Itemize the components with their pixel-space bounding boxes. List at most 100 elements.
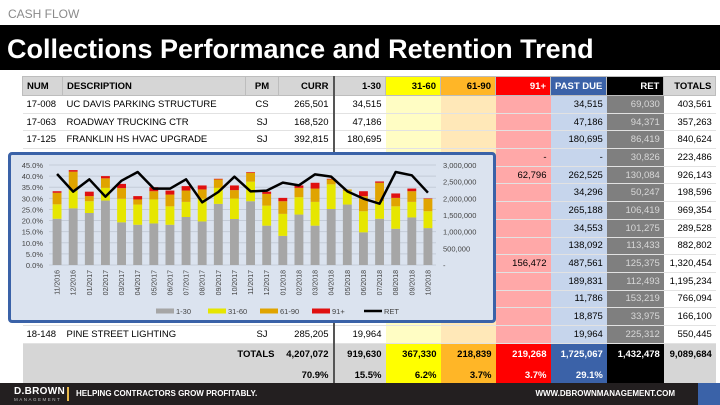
right-axis-tick: -: [443, 261, 446, 270]
table-cell: 47,186: [550, 113, 607, 132]
column-header[interactable]: 31-60: [385, 76, 441, 96]
table-cell: CS: [245, 95, 279, 114]
right-axis-tick: 1,500,000: [443, 211, 476, 220]
total-cell: 218,839: [440, 343, 496, 366]
legend-swatch-61-90: [260, 308, 278, 314]
column-header[interactable]: CURR: [278, 76, 334, 96]
percent-cell: 29.1%: [550, 365, 607, 386]
x-axis-tick: 10/2017: [232, 270, 239, 295]
accent-block: [698, 383, 720, 405]
column-header[interactable]: NUM: [22, 76, 63, 96]
table-row[interactable]: 17-125 FRANKLIN HS HVAC UPGRADE SJ 392,815 1…: [22, 130, 716, 150]
table-cell: 138,092: [550, 237, 607, 256]
x-axis-tick: 02/2017: [103, 270, 110, 295]
bar-segment-31-60: [52, 204, 62, 219]
table-row[interactable]: 17-063 ROADWAY TRUCKING CTR SJ 168,520 47,18…: [22, 113, 716, 132]
bar-segment-61-90: [375, 182, 384, 202]
x-axis-tick: 04/2017: [135, 270, 142, 295]
bar-segment-31-60: [117, 198, 126, 223]
bar-segment-1-30: [68, 208, 78, 265]
bar-segment-31-60: [262, 205, 272, 226]
table-cell: [440, 113, 496, 132]
bar-segment-1-30: [165, 224, 175, 265]
legend-label: RET: [384, 307, 399, 316]
table-cell: 34,553: [550, 219, 607, 238]
legend-swatch-91+: [312, 308, 330, 314]
bar-segment-91+: [165, 190, 175, 195]
column-header[interactable]: 91+: [495, 76, 551, 96]
legend-label: 1-30: [176, 307, 191, 316]
table-cell: SJ: [245, 325, 279, 344]
column-header[interactable]: TOTALS: [663, 76, 717, 96]
total-cell: 919,630: [332, 343, 386, 366]
x-axis-tick: 06/2017: [167, 270, 174, 295]
table-cell: 180,695: [332, 130, 386, 150]
table-cell: 265,501: [278, 95, 334, 114]
bar-segment-1-30: [52, 218, 62, 265]
bar-segment-1-30: [181, 217, 191, 265]
bar-segment-61-90: [326, 179, 336, 185]
bar-segment-61-90: [84, 196, 94, 202]
table-cell: 34,515: [550, 95, 607, 114]
page-title: Collections Performance and Retention Tr…: [0, 25, 720, 70]
x-axis-tick: 02/2018: [296, 270, 303, 295]
table-cell: ROADWAY TRUCKING CTR: [62, 113, 246, 132]
table-cell: [495, 290, 551, 309]
percent-cell: 6.2%: [385, 365, 441, 386]
total-cell: 1,432,478: [606, 343, 664, 366]
x-axis-tick: 08/2018: [393, 270, 400, 295]
table-cell: 17-008: [22, 95, 63, 114]
table-cell: 357,263: [663, 113, 716, 132]
bar-segment-31-60: [213, 187, 223, 204]
bar-segment-1-30: [359, 232, 368, 265]
column-header[interactable]: RET: [606, 76, 665, 96]
bar-segment-61-90: [407, 191, 417, 202]
column-header[interactable]: 1-30: [332, 76, 386, 96]
website-link[interactable]: WWW.DBROWNMANAGEMENT.COM: [535, 389, 675, 398]
bar-segment-91+: [52, 191, 62, 193]
table-cell: 113,433: [606, 237, 664, 256]
table-cell: 156,472: [495, 254, 551, 273]
x-axis-tick: 12/2016: [71, 270, 78, 295]
x-axis-tick: 11/2017: [248, 270, 255, 295]
totals-label: TOTALS: [22, 343, 279, 366]
bar-segment-91+: [375, 181, 384, 183]
legend-label: 61-90: [280, 307, 299, 316]
table-cell: 17-125: [22, 130, 63, 150]
table-cell: 225,312: [606, 325, 664, 344]
bar-segment-1-30: [262, 225, 272, 265]
bar-segment-31-60: [133, 204, 143, 225]
legend-label: 31-60: [228, 307, 247, 316]
column-header[interactable]: DESCRIPTION: [62, 76, 246, 96]
divider: [67, 387, 69, 401]
table-cell: 94,371: [606, 113, 664, 132]
x-axis-tick: 05/2017: [151, 270, 158, 295]
column-header[interactable]: PM: [245, 76, 279, 96]
blank-cell: [22, 365, 279, 386]
bar-segment-61-90: [117, 188, 126, 199]
bar-segment-1-30: [391, 228, 401, 265]
bar-segment-61-90: [101, 178, 110, 188]
table-row[interactable]: 18-148 PINE STREET LIGHTING SJ 285,205 19,96…: [22, 325, 716, 344]
table-cell: 168,520: [278, 113, 334, 132]
table-row[interactable]: 17-008 UC DAVIS PARKING STRUCTURE CS 265,50…: [22, 95, 716, 114]
bar-segment-1-30: [326, 209, 336, 265]
bar-segment-31-60: [391, 206, 401, 229]
bar-segment-61-90: [310, 188, 320, 202]
bar-segment-61-90: [262, 193, 272, 206]
column-header[interactable]: PAST DUE: [549, 76, 608, 96]
bar-segment-61-90: [181, 190, 191, 202]
table-cell: [495, 95, 551, 114]
total-cell: 9,089,684: [663, 343, 716, 366]
x-axis-tick: 09/2018: [409, 270, 416, 295]
x-axis-tick: 01/2017: [87, 270, 94, 295]
collections-chart: 0.0% 5.0% 10.0% 15.0% 20.0% 25.0% 30.0% 35.0% 40…: [8, 152, 496, 323]
column-header[interactable]: 61-90: [440, 76, 496, 96]
bar-segment-31-60: [230, 198, 239, 219]
table-cell: 840,624: [663, 130, 716, 150]
table-cell: 101,275: [606, 219, 664, 238]
bar-segment-1-30: [278, 235, 288, 265]
table-cell: 69,030: [606, 95, 664, 114]
table-cell: SJ: [245, 113, 279, 132]
table-cell: [385, 113, 441, 132]
